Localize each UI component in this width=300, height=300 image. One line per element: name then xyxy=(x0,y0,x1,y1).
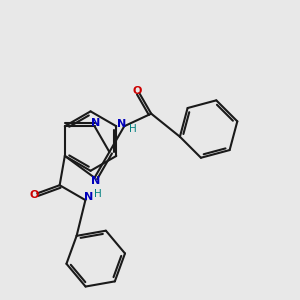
Text: O: O xyxy=(30,190,39,200)
Text: N: N xyxy=(84,191,93,202)
Text: N: N xyxy=(91,118,100,128)
Text: O: O xyxy=(132,86,142,96)
Text: N: N xyxy=(117,119,127,129)
Text: H: H xyxy=(94,188,102,199)
Text: H: H xyxy=(129,124,136,134)
Text: N: N xyxy=(91,176,100,186)
